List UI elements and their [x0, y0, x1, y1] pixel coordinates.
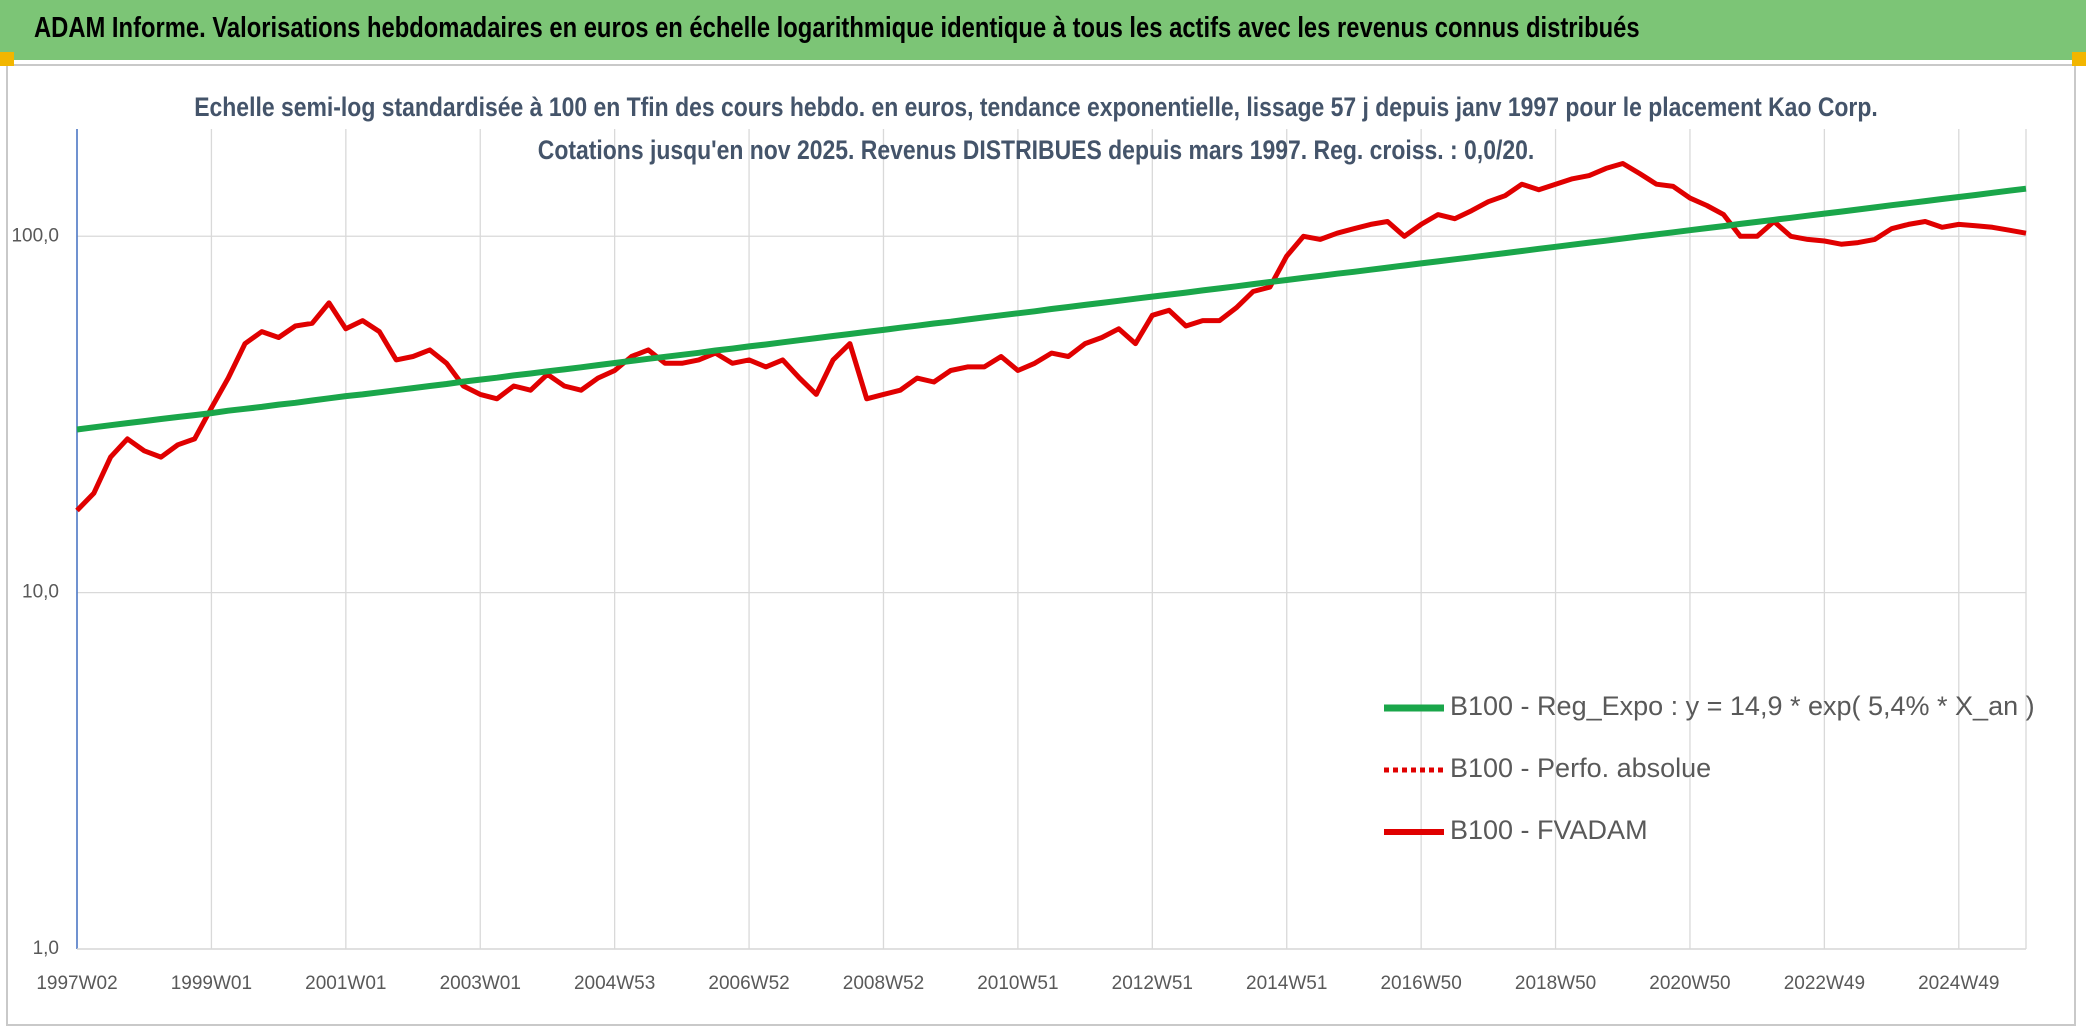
x-tick-label: 2024W49 [1918, 973, 1999, 994]
header-bar: ADAM Informe. Valorisations hebdomadaire… [0, 0, 2086, 60]
x-tick-label: 2004W53 [574, 973, 655, 994]
y-tick-label: 100,0 [11, 225, 59, 246]
x-tick-label: 2012W51 [1112, 973, 1193, 994]
x-tick-label: 2020W50 [1649, 973, 1730, 994]
x-tick-label: 1999W01 [171, 973, 252, 994]
x-tick-label: 2018W50 [1515, 973, 1596, 994]
chart-title: Echelle semi-log standardisée à 100 en T… [194, 92, 1878, 165]
series-line [75, 161, 2027, 513]
corner [0, 52, 14, 66]
legend-label: B100 - Perfo. absolue [1450, 753, 1711, 783]
corner [2072, 52, 2086, 66]
y-tick-label: 1,0 [33, 938, 59, 959]
chart-frame [6, 64, 2076, 1026]
x-tick-label: 2010W51 [977, 973, 1058, 994]
legend-label: B100 - Reg_Expo : y = 14,9 * exp( 5,4% *… [1450, 691, 2035, 721]
x-tick-label: 2016W50 [1380, 973, 1461, 994]
x-tick-label: 2022W49 [1784, 973, 1865, 994]
x-tick-label: 2003W01 [440, 973, 521, 994]
x-tick-label: 1997W02 [36, 973, 117, 994]
x-tick-label: 2006W52 [708, 973, 789, 994]
header-title: ADAM Informe. Valorisations hebdomadaire… [34, 12, 1640, 44]
series-line [76, 185, 2027, 433]
x-tick-label: 2008W52 [843, 973, 924, 994]
y-tick-label: 10,0 [22, 582, 59, 603]
legend-label: B100 - FVADAM [1450, 815, 1648, 845]
x-tick-label: 2014W51 [1246, 973, 1327, 994]
x-tick-label: 2001W01 [305, 973, 386, 994]
